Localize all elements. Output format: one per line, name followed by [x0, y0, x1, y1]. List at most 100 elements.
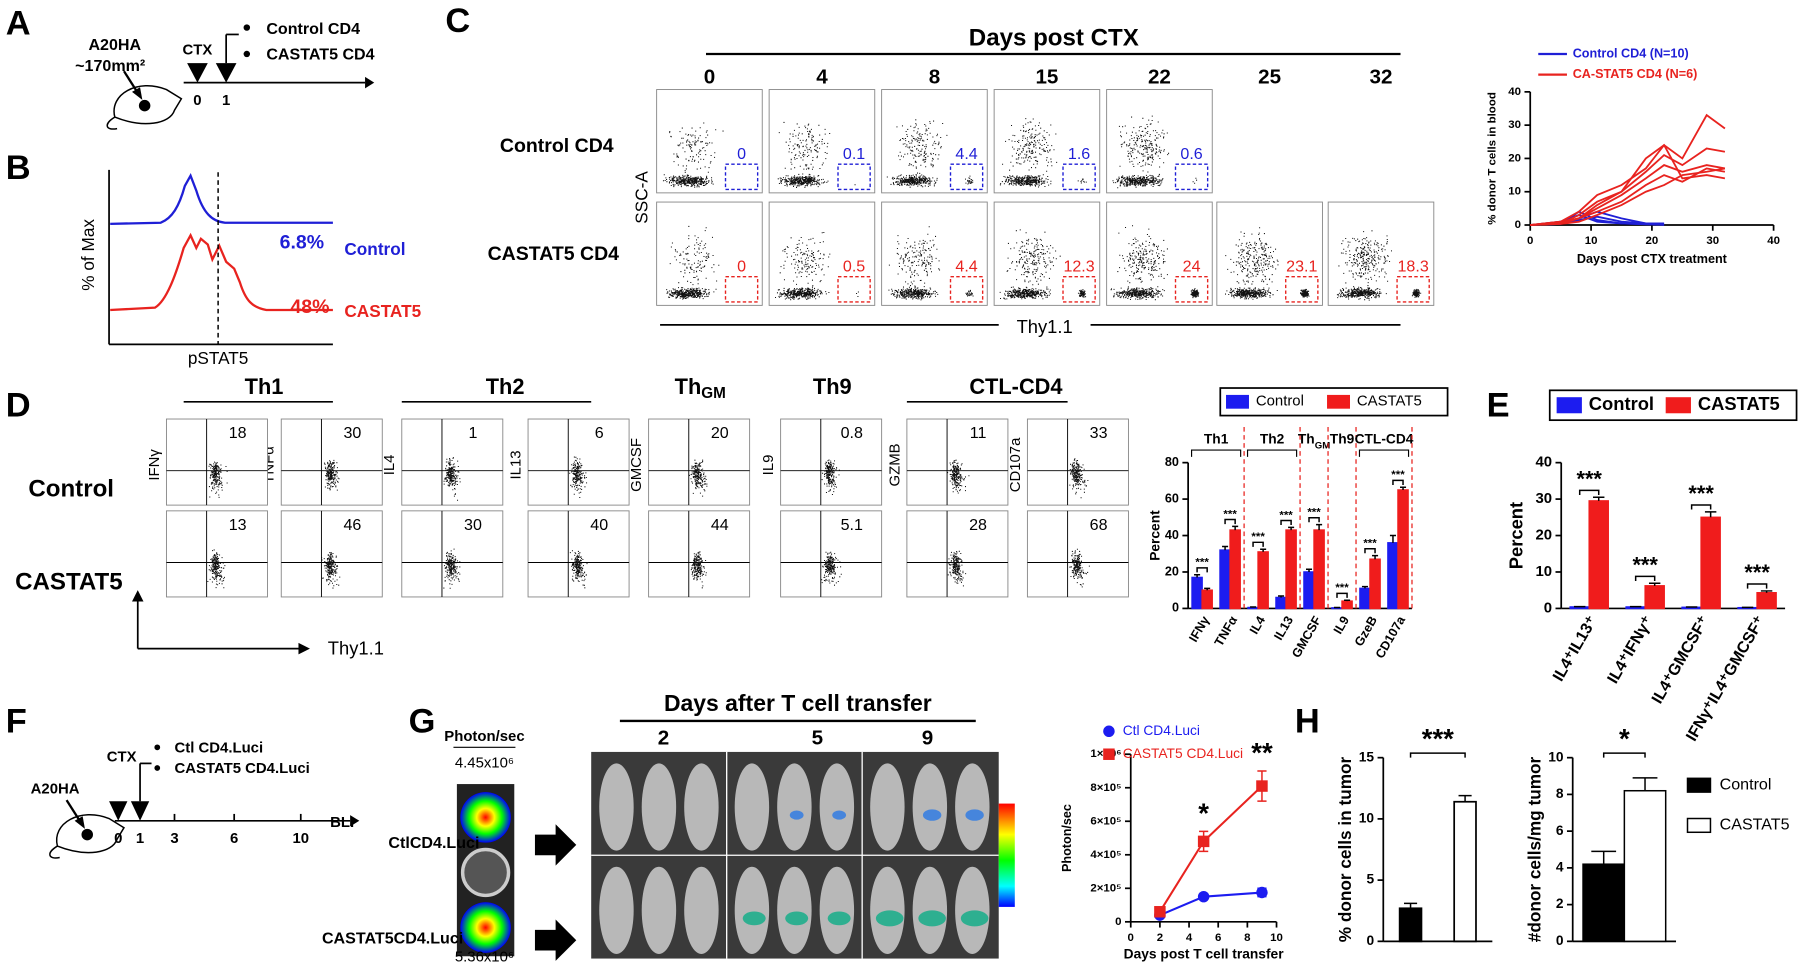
legend-label: CASTAT5 — [1357, 393, 1422, 410]
series-line — [1530, 147, 1726, 226]
legend-label: Ctl CD4.Luci — [1123, 723, 1200, 738]
significance: * — [1198, 798, 1209, 829]
label: IL4 — [381, 455, 398, 476]
label: Control — [28, 476, 114, 503]
flow-plot — [280, 510, 383, 598]
label: Control — [344, 239, 405, 259]
flow-plot — [1026, 510, 1129, 598]
error-bar — [1204, 587, 1211, 591]
mouse-silhouette — [599, 763, 634, 851]
x-tick-label: IFNγ — [1186, 614, 1212, 645]
group-label: Th2 — [486, 374, 525, 399]
mouse-silhouette — [777, 866, 812, 954]
error-bar — [1632, 777, 1658, 791]
bli-signal — [965, 809, 984, 821]
gate-value: 1.6 — [1068, 145, 1090, 163]
label: 2 — [658, 727, 670, 750]
significance: *** — [1251, 531, 1265, 543]
label: Thy1.1 — [328, 638, 384, 659]
series-line — [1530, 167, 1726, 226]
y-tick-label: 6×10⁵ — [1090, 815, 1121, 827]
y-tick-label: 8×10⁵ — [1090, 782, 1121, 794]
panel-letter: A — [6, 4, 31, 42]
label: 0 — [114, 830, 122, 847]
label: 32 — [1370, 66, 1393, 89]
flow-plot — [906, 418, 1009, 506]
bar — [1453, 800, 1477, 943]
bullet — [154, 744, 161, 751]
legend-swatch — [1327, 394, 1350, 409]
y-tick-label: 10 — [1548, 749, 1564, 764]
y-tick-label: 40 — [1508, 86, 1521, 98]
bullet — [243, 24, 251, 31]
arrow — [132, 590, 144, 602]
legend-swatch — [1686, 777, 1712, 793]
significance: *** — [1307, 507, 1321, 519]
flow-dots — [690, 551, 707, 589]
significance-bracket — [1196, 567, 1208, 573]
significance-bracket — [1392, 479, 1404, 485]
mouse-silhouette — [734, 866, 770, 954]
arrow — [109, 801, 128, 821]
label: Days post CTX — [969, 24, 1139, 51]
significance-bracket — [1578, 489, 1600, 495]
gate-value: 13 — [229, 516, 247, 534]
group-bracket — [1246, 449, 1298, 457]
bli-signal — [875, 910, 904, 927]
label: 6.8% — [280, 232, 324, 254]
flow-plot — [768, 201, 876, 306]
flow-dots — [886, 119, 974, 188]
mouse-silhouette — [912, 763, 948, 851]
label: 0 — [193, 92, 201, 109]
flow-dots — [821, 551, 842, 586]
x-tick-label: GzeB — [1352, 614, 1380, 649]
legend-label: CASTAT5 — [1698, 393, 1780, 414]
error-bar — [1316, 523, 1323, 531]
color-scale — [998, 803, 1015, 907]
arrow — [365, 76, 375, 89]
label: 25 — [1258, 66, 1281, 89]
label: CD107a — [1007, 437, 1024, 492]
label: 1 — [136, 830, 144, 847]
bar — [1313, 529, 1325, 610]
bli-signal — [742, 911, 766, 926]
error-bar — [1222, 545, 1229, 551]
error-bar — [1648, 582, 1661, 586]
y-tick-label: 20 — [1535, 526, 1552, 543]
mouse-silhouette — [599, 866, 634, 954]
flow-plot — [401, 510, 504, 598]
flow-dots — [1224, 227, 1310, 300]
group-label: Th9 — [1330, 431, 1355, 446]
gate-value: 46 — [343, 516, 361, 534]
flow-dots — [1336, 230, 1422, 301]
y-tick-label: 30 — [1508, 119, 1521, 131]
bar — [1700, 516, 1721, 610]
label: Control CD4 — [266, 20, 360, 38]
bli-signal — [785, 911, 809, 926]
error-bar — [1400, 486, 1407, 490]
gate-value: 1 — [468, 424, 477, 442]
bar — [1623, 789, 1667, 943]
series-line — [1530, 143, 1726, 226]
label: CASTAT5 CD4 — [266, 45, 374, 63]
legend-swatch — [1103, 748, 1115, 760]
flow-dots — [662, 122, 724, 188]
legend-swatch — [1665, 397, 1691, 414]
bar — [1398, 907, 1423, 943]
x-tick-label: 6 — [1215, 932, 1221, 944]
gate-value: 4.4 — [955, 145, 977, 163]
mouse-silhouette — [870, 763, 905, 851]
flow-plot — [1216, 201, 1323, 306]
luminescence-well — [460, 902, 511, 953]
y-tick-label: 0 — [1556, 933, 1564, 948]
y-tick-label: 40 — [1165, 528, 1179, 542]
panel-letter: F — [6, 702, 27, 740]
flow-dots — [999, 229, 1087, 300]
gate-value: 0.6 — [1180, 145, 1202, 163]
bullet — [243, 50, 251, 58]
flow-plot — [527, 418, 630, 506]
gate-value: 24 — [1183, 258, 1201, 276]
bar — [1275, 596, 1287, 610]
significance: *** — [1223, 508, 1237, 520]
y-tick-label: 10 — [1508, 186, 1521, 198]
